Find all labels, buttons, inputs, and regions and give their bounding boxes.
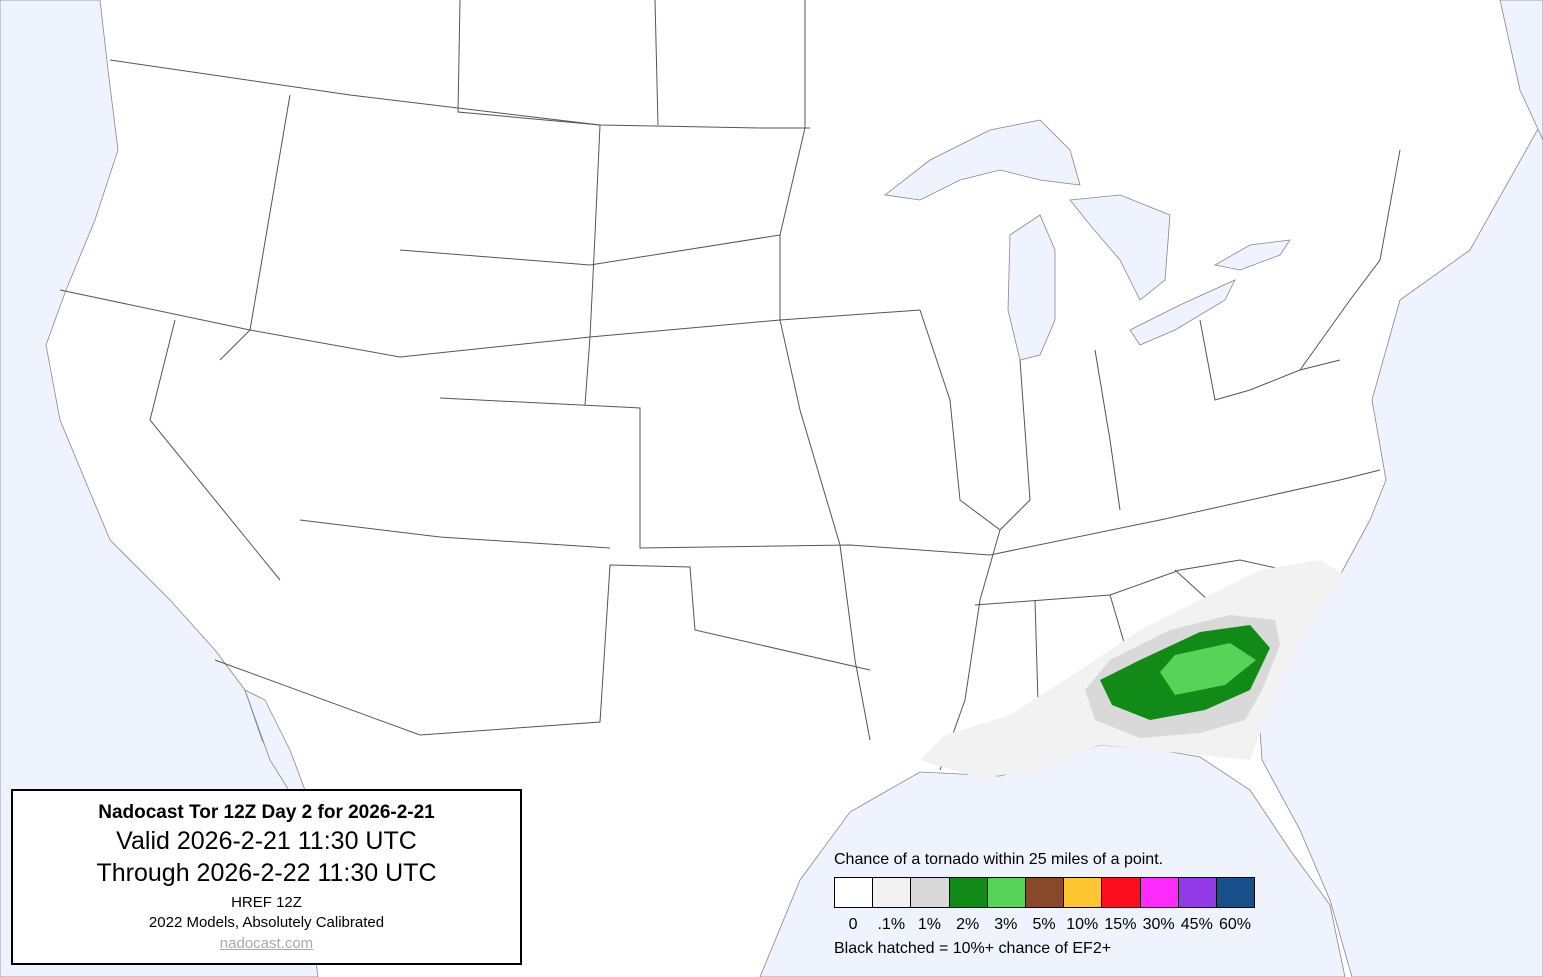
legend-label: 2% <box>956 916 980 933</box>
lake-erie <box>1129 279 1236 346</box>
legend-title: Chance of a tornado within 25 miles of a… <box>834 851 1164 868</box>
probability-legend: Chance of a tornado within 25 miles of a… <box>834 851 1255 958</box>
legend-label: 60% <box>1218 916 1251 933</box>
contour-3pct <box>1160 643 1256 695</box>
legend-swatch <box>1216 878 1255 907</box>
legend-label: 3% <box>994 916 1018 933</box>
atlantic-ocean <box>1257 119 1543 977</box>
legend-label: 30% <box>1142 916 1175 933</box>
legend-swatches <box>834 877 1255 908</box>
legend-label: 1% <box>917 916 942 933</box>
through-time: Through 2026-2-22 11:30 UTC <box>96 859 437 887</box>
lake-huron <box>1069 194 1171 301</box>
tornado-probability-contours <box>920 560 1345 778</box>
hudson-region-water <box>1499 0 1543 141</box>
forecast-title: Nadocast Tor 12Z Day 2 for 2026-2-21 <box>98 802 435 823</box>
legend-swatch <box>987 878 1026 907</box>
legend-label: 10% <box>1066 916 1099 933</box>
lake-superior <box>884 119 1081 201</box>
legend-label: 15% <box>1104 916 1137 933</box>
legend-footnote: Black hatched = 10%+ chance of EF2+ <box>834 940 1112 957</box>
forecast-info-box: Nadocast Tor 12Z Day 2 for 2026-2-21 Val… <box>11 789 522 965</box>
legend-label: 5% <box>1032 916 1056 933</box>
legend-swatch <box>949 878 988 907</box>
legend-swatch <box>1178 878 1217 907</box>
model-name: HREF 12Z <box>231 894 302 911</box>
legend-swatch <box>1102 878 1141 907</box>
legend-label: .1% <box>877 916 906 933</box>
nadocast-link[interactable]: nadocast.com <box>219 935 314 952</box>
legend-swatch <box>911 878 950 907</box>
legend-swatch <box>1064 878 1103 907</box>
legend-label: 0 <box>848 916 858 933</box>
legend-label: 45% <box>1180 916 1213 933</box>
legend-swatch <box>1025 878 1065 907</box>
lake-ontario <box>1213 239 1291 271</box>
calibration-note: 2022 Models, Absolutely Calibrated <box>148 914 385 931</box>
legend-labels: 0 .1% 1% 2% 3% 5% 10% 15% 30% 45% 60% <box>834 916 1255 934</box>
valid-time: Valid 2026-2-21 11:30 UTC <box>116 827 417 855</box>
legend-swatch <box>873 878 912 907</box>
legend-swatch <box>835 878 874 907</box>
lake-michigan <box>1007 214 1056 361</box>
legend-swatch <box>1140 878 1179 907</box>
state-boundaries <box>59 0 1401 771</box>
